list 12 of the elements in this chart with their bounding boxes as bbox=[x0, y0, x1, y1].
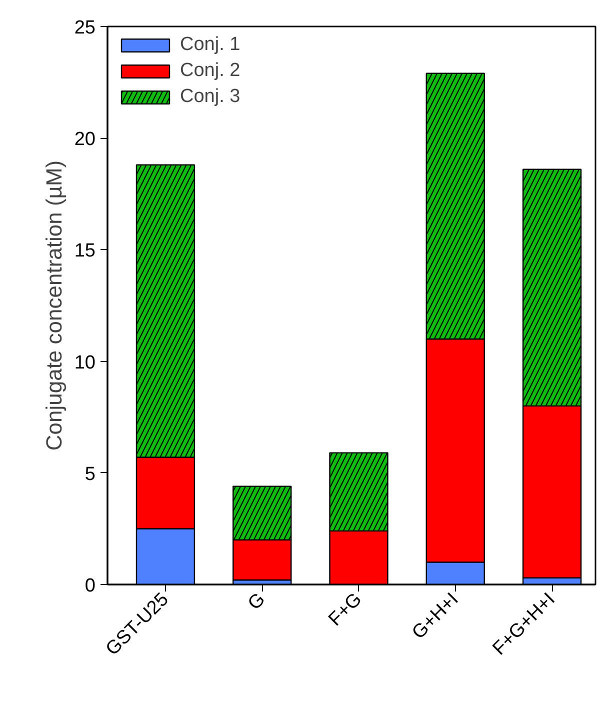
y-tick-label: 15 bbox=[74, 240, 96, 262]
legend-label: Conj. 2 bbox=[180, 60, 240, 82]
x-tick-label: F+G bbox=[324, 589, 366, 630]
legend-label: Conj. 3 bbox=[180, 86, 240, 108]
y-tick-label: 10 bbox=[74, 352, 96, 374]
y-tick-label: 20 bbox=[74, 129, 96, 150]
y-tick-label: 25 bbox=[74, 18, 96, 38]
y-tick-label: 0 bbox=[84, 576, 96, 596]
y-axis-title: Conjugate concentration (µM) bbox=[41, 160, 66, 451]
legend-label: Conj. 1 bbox=[180, 34, 240, 56]
y-tick-label: 5 bbox=[84, 464, 96, 485]
x-tick-label: G bbox=[244, 589, 270, 614]
